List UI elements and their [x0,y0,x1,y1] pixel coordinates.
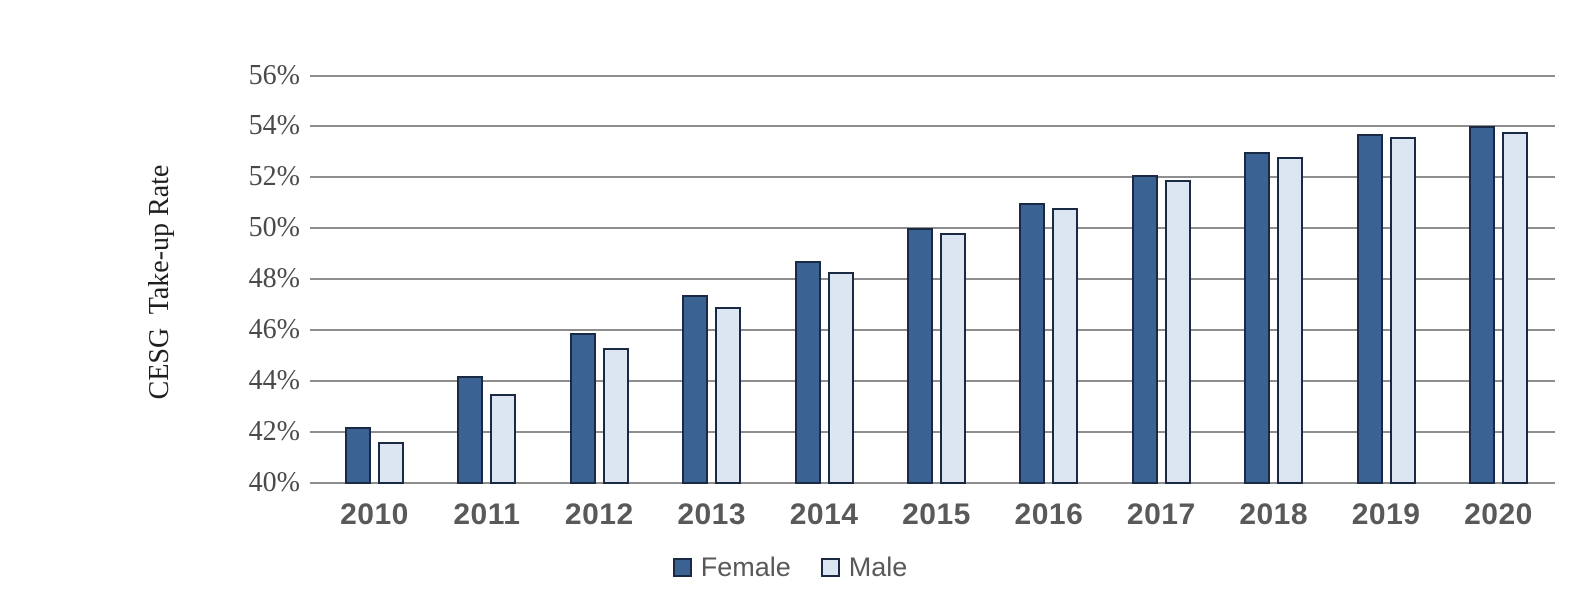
x-tick-label-2019: 2019 [1351,498,1421,531]
y-tick-label-46%: 46% [248,314,300,346]
bar-female-2018 [1244,151,1271,484]
legend-marker-female [672,558,692,577]
x-tick-label-2011: 2011 [453,498,521,531]
y-axis-title: CESG Take-up Rate [144,164,175,400]
bar-female-2010 [345,426,371,484]
x-tick-label-2015: 2015 [902,498,971,531]
legend-item-male: Male [820,552,908,583]
y-tick-label-44%: 44% [248,365,300,397]
bar-male-2014 [827,271,854,484]
bar-female-2014 [794,261,821,484]
bar-male-2016 [1052,207,1079,484]
x-tick-label-2016: 2016 [1014,498,1084,531]
y-tick-label-42%: 42% [248,416,300,448]
x-tick-label-2012: 2012 [564,498,634,531]
bar-female-2019 [1356,134,1383,484]
x-tick-label-2020: 2020 [1464,498,1533,531]
bar-female-2016 [1019,202,1046,484]
bar-male-2011 [490,393,517,484]
bar-male-2015 [940,233,966,484]
bar-male-2012 [602,348,629,484]
bar-female-2012 [569,332,596,484]
bar-male-2013 [715,307,742,484]
bar-female-2015 [907,228,933,484]
legend-item-female: Female [672,552,791,583]
y-tick-label-56%: 56% [248,59,300,91]
gridline-54% [310,125,1555,128]
legend: Female Male [0,552,1580,583]
x-tick-label-2017: 2017 [1126,498,1196,531]
bar-male-2018 [1277,157,1304,484]
legend-marker-male [820,558,840,577]
y-tick-label-48%: 48% [248,263,300,295]
bar-male-2017 [1164,179,1191,484]
bar-female-2011 [457,376,484,484]
x-tick-label-2014: 2014 [789,498,859,531]
x-tick-label-2013: 2013 [677,498,747,531]
gridline-52% [310,176,1555,179]
legend-label-male: Male [848,552,908,582]
x-tick-label-2010: 2010 [340,498,409,531]
y-tick-label-50%: 50% [248,212,300,244]
legend-label-female: Female [700,552,791,582]
y-tick-label-40%: 40% [248,467,300,498]
y-tick-label-52%: 52% [248,161,300,193]
gridline-56% [310,74,1555,77]
bar-male-2010 [378,442,404,484]
bar-female-2017 [1131,174,1158,484]
bar-male-2020 [1502,131,1528,484]
bar-female-2013 [682,294,709,484]
y-tick-label-54%: 54% [248,110,300,142]
x-tick-label-2018: 2018 [1239,498,1309,531]
bar-male-2019 [1389,136,1416,484]
bar-female-2020 [1469,126,1495,484]
